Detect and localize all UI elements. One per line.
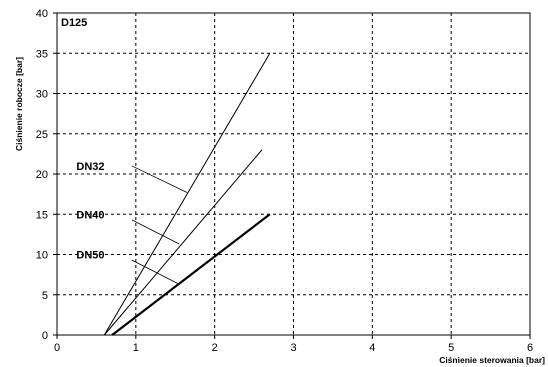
x-tick-label: 2 — [212, 342, 218, 354]
leader-line-dn40 — [131, 219, 180, 245]
x-tick-label: 3 — [290, 342, 296, 354]
series-line-dn40 — [103, 149, 263, 336]
x-tick-label: 6 — [527, 342, 533, 354]
x-tick-label: 5 — [448, 342, 454, 354]
x-tick-label: 4 — [369, 342, 375, 354]
series-label-dn40: DN40 — [76, 209, 104, 221]
grid-lines — [57, 13, 530, 335]
y-tick-label: 20 — [36, 169, 48, 181]
series-lines — [103, 52, 271, 336]
series-line-dn32 — [103, 52, 271, 336]
y-tick-label: 30 — [36, 89, 48, 101]
series-line-dn50 — [111, 213, 271, 336]
x-tick-label: 0 — [54, 342, 60, 354]
y-axis-ticks: 0 5 10 15 20 25 30 35 40 — [36, 8, 57, 342]
y-tick-label: 35 — [36, 48, 48, 60]
series-label-dn50: DN50 — [76, 250, 104, 262]
x-axis-ticks: 0 1 2 3 4 5 6 — [54, 335, 533, 354]
y-tick-label: 15 — [36, 209, 48, 221]
x-axis-title: Ciśnienie sterowania [bar] — [439, 355, 545, 365]
y-tick-label: 5 — [42, 290, 48, 302]
label-leader-lines — [131, 165, 188, 285]
y-axis-title: Ciśnienie robocze [bar] — [14, 57, 24, 151]
chart-title: D125 — [61, 17, 87, 29]
plot-frame — [56, 12, 531, 336]
y-tick-label: 10 — [36, 250, 48, 262]
y-tick-label: 40 — [36, 8, 48, 20]
leader-line-dn32 — [131, 165, 188, 193]
series-labels: DN32 DN40 DN50 — [76, 161, 104, 262]
y-tick-label: 25 — [36, 129, 48, 141]
y-tick-label: 0 — [42, 330, 48, 342]
leader-line-dn50 — [131, 259, 180, 285]
x-tick-label: 1 — [133, 342, 139, 354]
series-label-dn32: DN32 — [76, 161, 104, 173]
